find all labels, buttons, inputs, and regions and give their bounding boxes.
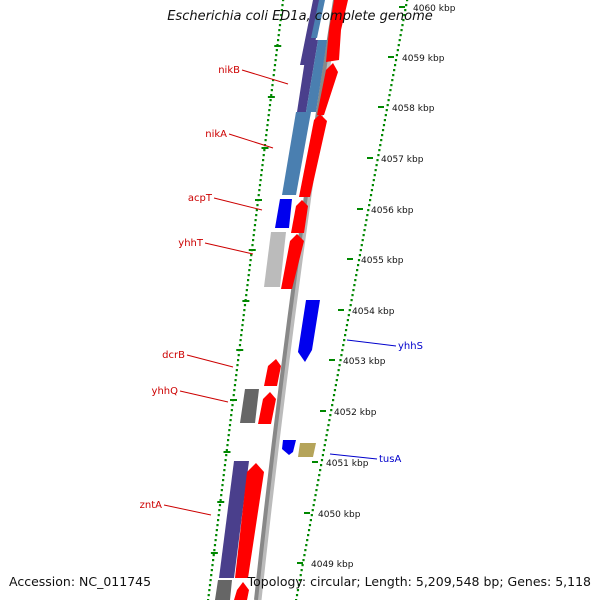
gene-label-zntA[interactable]: zntA xyxy=(140,500,163,511)
page-title: Escherichia coli ED1a, complete genome xyxy=(167,9,433,24)
tick-label: 4056 kbp xyxy=(371,206,414,216)
coordinate-labels: 4060 kbp 4059 kbp 4058 kbp 4057 kbp 4056 kbp… xyxy=(297,4,456,570)
feature-yhhT-fwd[interactable] xyxy=(281,234,304,289)
feature-acpT-fwd[interactable] xyxy=(291,200,308,233)
tick-label: 4053 kbp xyxy=(343,357,386,367)
tick-label: 4052 kbp xyxy=(334,408,377,418)
tick-label: 4060 kbp xyxy=(413,4,456,14)
feature-khaki[interactable] xyxy=(298,443,316,457)
gene-label-yhhQ[interactable]: yhhQ xyxy=(152,386,179,397)
feature-acpT[interactable] xyxy=(275,199,292,228)
gene-label-yhhS[interactable]: yhhS xyxy=(398,341,423,352)
gene-label-acpT[interactable]: acpT xyxy=(188,193,213,204)
accession-text: Accession: NC_011745 xyxy=(9,574,152,589)
feature-dcrB[interactable] xyxy=(264,359,281,386)
tick-label: 4059 kbp xyxy=(402,54,445,64)
gene-leader-line xyxy=(241,69,289,85)
feature-yhhQ[interactable] xyxy=(240,389,259,423)
feature-zntA-fwd[interactable] xyxy=(235,463,264,578)
feature-nikB-shade[interactable] xyxy=(306,40,327,112)
gene-label-dcrB[interactable]: dcrB xyxy=(162,350,185,361)
feature-zntA[interactable] xyxy=(219,461,249,578)
feature-operon-dark-top-2[interactable] xyxy=(311,0,325,38)
genome-backbone xyxy=(254,0,337,600)
tick-label: 4054 kbp xyxy=(352,307,395,317)
feature-yhhQ-fwd[interactable] xyxy=(258,392,276,424)
feature-bottom-gray[interactable] xyxy=(215,580,232,600)
outer-tick-dots xyxy=(295,0,409,600)
feature-nikB[interactable] xyxy=(297,40,318,112)
gene-leader-line xyxy=(163,504,212,516)
gene-leader-line xyxy=(186,354,234,368)
feature-tusA[interactable] xyxy=(282,440,296,455)
feature-track xyxy=(215,0,348,600)
gene-leader-line xyxy=(213,197,263,211)
inner-tick-dots xyxy=(207,0,285,600)
feature-bottom-fwd[interactable] xyxy=(234,582,249,600)
tick-label: 4051 kbp xyxy=(326,459,369,469)
gene-leader-line xyxy=(346,339,397,347)
feature-fwd-3[interactable] xyxy=(299,114,327,197)
tick-label: 4058 kbp xyxy=(392,104,435,114)
feature-yhhS[interactable] xyxy=(298,300,320,362)
gene-leader-line xyxy=(228,133,274,149)
feature-nikA[interactable] xyxy=(282,112,311,195)
tick-label: 4057 kbp xyxy=(381,155,424,165)
feature-fwd-2[interactable] xyxy=(317,63,338,115)
tick-label: 4050 kbp xyxy=(318,510,361,520)
tick-label: 4049 kbp xyxy=(311,560,354,570)
gene-label-tusA[interactable]: tusA xyxy=(379,454,401,465)
gene-label-nikA[interactable]: nikA xyxy=(205,129,227,140)
gene-label-nikB[interactable]: nikB xyxy=(218,65,240,76)
feature-yhhT[interactable] xyxy=(264,232,286,287)
gene-leader-line xyxy=(179,390,229,403)
genome-stats-text: Topology: circular; Length: 5,209,548 bp… xyxy=(247,574,591,589)
tick-label: 4055 kbp xyxy=(361,256,404,266)
feature-fwd-1[interactable] xyxy=(326,0,348,62)
gene-leader-line xyxy=(204,242,254,255)
gene-labels: nikB nikA acpT yhhT yhhS dcrB yhhQ tusA zntA xyxy=(140,65,423,516)
gene-leader-line xyxy=(329,453,378,460)
gene-label-yhhT[interactable]: yhhT xyxy=(178,238,204,249)
